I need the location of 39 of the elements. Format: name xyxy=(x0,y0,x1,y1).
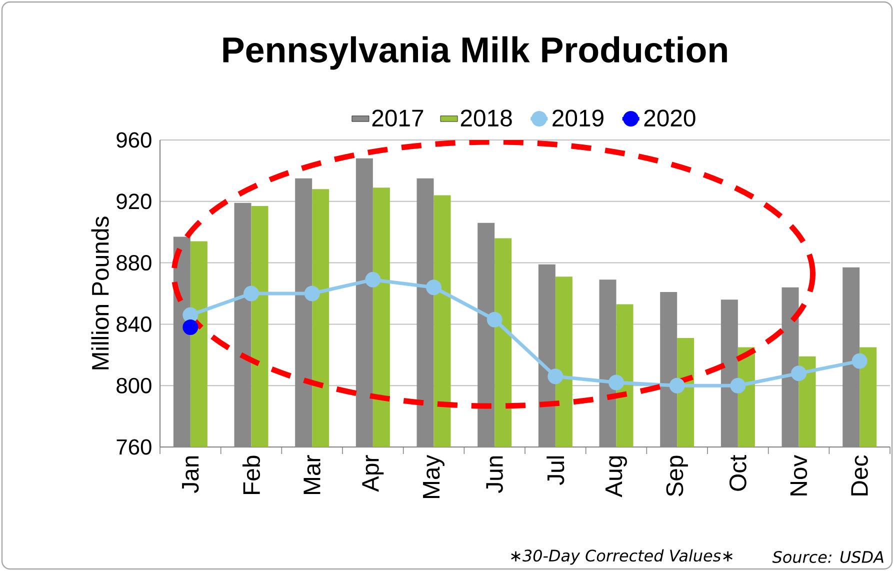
legend-label: 2017 xyxy=(372,110,424,127)
x-tick-label: Feb xyxy=(242,456,260,494)
x-tick-label: May xyxy=(423,454,444,498)
chart-title: Pennsylvania Milk Production xyxy=(223,36,727,70)
point xyxy=(182,307,198,323)
x-tick-label: Apr xyxy=(362,455,384,492)
point xyxy=(244,286,260,302)
y-tick-label: 960 xyxy=(116,132,152,148)
x-tick-label: Jul xyxy=(546,456,564,485)
x-tick-label: Sep xyxy=(666,456,688,496)
y-tick-label: 800 xyxy=(116,378,152,394)
point xyxy=(304,286,320,302)
y-axis-title: Million Pounds xyxy=(91,216,109,370)
x-tick-label: Oct xyxy=(729,454,746,491)
point xyxy=(852,353,868,369)
point xyxy=(730,378,746,394)
legend-label: 2018 xyxy=(460,110,512,127)
y-tick-label: 760 xyxy=(116,439,152,455)
x-tick-label: Jun xyxy=(486,456,503,493)
x-tick-label: Nov xyxy=(790,454,808,496)
point xyxy=(182,320,198,336)
point xyxy=(791,366,807,382)
legend-label: 2019 xyxy=(552,110,604,127)
x-tick-label: Mar xyxy=(304,455,320,494)
y-tick-label: 880 xyxy=(116,255,152,271)
point xyxy=(365,272,381,288)
x-tick-label: Dec xyxy=(851,455,868,496)
point xyxy=(426,280,442,296)
y-tick-label: 920 xyxy=(116,194,152,210)
x-tick-label: Jan xyxy=(182,456,199,493)
point xyxy=(548,368,564,384)
y-tick-label: 840 xyxy=(116,316,152,332)
source-note: Source: USDA xyxy=(772,550,884,564)
text: ∗30-Day Corrected Values∗ xyxy=(511,549,732,565)
x-tick-label: Aug xyxy=(606,456,627,498)
point xyxy=(669,378,685,394)
point xyxy=(608,374,624,390)
legend-label: 2020 xyxy=(644,110,696,127)
point xyxy=(486,312,502,328)
